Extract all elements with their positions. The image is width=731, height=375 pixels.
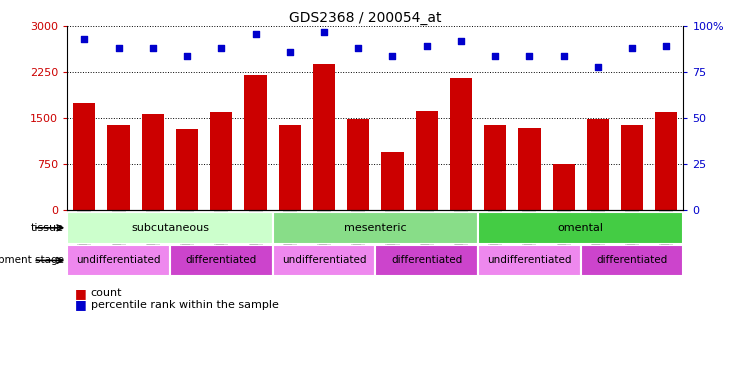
Text: tissue: tissue bbox=[31, 223, 64, 233]
Bar bbox=[450, 78, 472, 210]
Bar bbox=[655, 112, 678, 210]
Bar bbox=[553, 164, 575, 210]
Bar bbox=[518, 128, 540, 210]
Text: percentile rank within the sample: percentile rank within the sample bbox=[91, 300, 279, 309]
Point bbox=[250, 31, 262, 37]
Bar bbox=[67, 212, 273, 244]
Bar bbox=[313, 64, 335, 210]
Text: mesenteric: mesenteric bbox=[344, 223, 406, 233]
Text: omental: omental bbox=[558, 223, 604, 233]
Bar bbox=[279, 126, 301, 210]
Point bbox=[147, 45, 159, 51]
Bar bbox=[73, 103, 96, 210]
Bar bbox=[478, 212, 683, 244]
Point bbox=[661, 44, 673, 50]
Text: undifferentiated: undifferentiated bbox=[487, 255, 572, 266]
Bar bbox=[580, 244, 683, 276]
Text: ■: ■ bbox=[75, 287, 86, 300]
Bar bbox=[376, 244, 478, 276]
Bar bbox=[484, 126, 507, 210]
Point bbox=[78, 36, 90, 42]
Text: differentiated: differentiated bbox=[391, 255, 462, 266]
Point bbox=[284, 49, 295, 55]
Point bbox=[181, 53, 193, 58]
Point bbox=[455, 38, 467, 44]
Text: undifferentiated: undifferentiated bbox=[76, 255, 161, 266]
Bar bbox=[142, 114, 164, 210]
Point bbox=[523, 53, 535, 58]
Text: subcutaneous: subcutaneous bbox=[131, 223, 209, 233]
Bar bbox=[478, 244, 580, 276]
Bar bbox=[176, 129, 198, 210]
Point bbox=[216, 45, 227, 51]
Text: count: count bbox=[91, 288, 122, 298]
Point bbox=[421, 44, 433, 50]
Point bbox=[626, 45, 638, 51]
Bar bbox=[211, 112, 232, 210]
Bar bbox=[107, 126, 129, 210]
Bar bbox=[170, 244, 273, 276]
Text: differentiated: differentiated bbox=[186, 255, 257, 266]
Point bbox=[558, 53, 569, 58]
Bar bbox=[587, 119, 609, 210]
Text: development stage: development stage bbox=[0, 255, 64, 266]
Point bbox=[489, 53, 501, 58]
Bar bbox=[621, 126, 643, 210]
Bar bbox=[244, 75, 267, 210]
Bar bbox=[273, 212, 478, 244]
Bar bbox=[273, 244, 376, 276]
Point bbox=[352, 45, 364, 51]
Bar bbox=[347, 119, 369, 210]
Bar bbox=[382, 152, 404, 210]
Bar bbox=[67, 244, 170, 276]
Text: differentiated: differentiated bbox=[596, 255, 667, 266]
Point bbox=[387, 53, 398, 58]
Text: ■: ■ bbox=[75, 298, 86, 311]
Bar bbox=[416, 111, 438, 210]
Point bbox=[318, 29, 330, 35]
Point bbox=[592, 64, 604, 70]
Text: undifferentiated: undifferentiated bbox=[281, 255, 366, 266]
Text: GDS2368 / 200054_at: GDS2368 / 200054_at bbox=[289, 11, 442, 25]
Point bbox=[113, 45, 124, 51]
